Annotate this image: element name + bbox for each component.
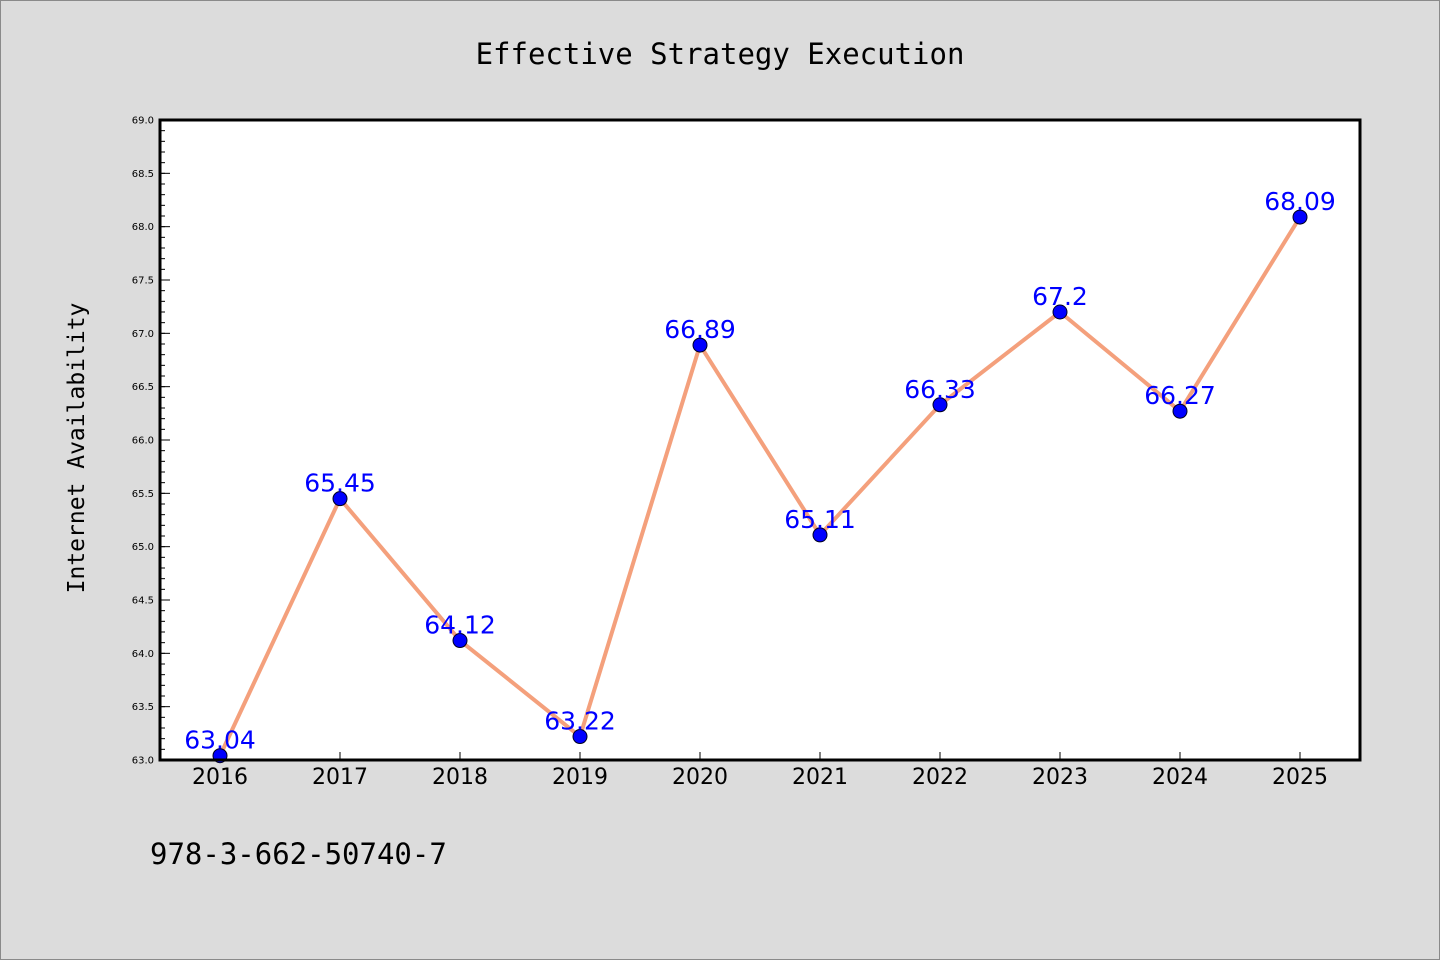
x-tick-label: 2025 bbox=[1272, 765, 1328, 790]
y-tick-label: 68.0 bbox=[132, 222, 154, 233]
footnote-isbn: 978-3-662-50740-7 bbox=[150, 837, 447, 871]
x-tick-label: 2019 bbox=[552, 765, 608, 790]
data-point-marker bbox=[1292, 209, 1308, 225]
plot-border bbox=[158, 118, 1362, 762]
x-tick-label: 2016 bbox=[192, 765, 248, 790]
y-tick-label: 68.5 bbox=[132, 169, 154, 180]
data-point-marker bbox=[452, 633, 468, 649]
series-lines bbox=[218, 215, 1302, 758]
x-tick-label: 2018 bbox=[432, 765, 488, 790]
y-tick-label: 64.5 bbox=[132, 596, 154, 607]
y-tick-label: 67.5 bbox=[132, 276, 154, 287]
data-label: 65.11 bbox=[784, 505, 856, 534]
data-label: 64.12 bbox=[424, 611, 496, 640]
y-tick-label: 65.0 bbox=[132, 542, 154, 553]
data-label: 63.04 bbox=[184, 726, 256, 755]
data-point-marker bbox=[812, 527, 828, 543]
data-point-marker bbox=[692, 337, 708, 353]
x-tick-label: 2021 bbox=[792, 765, 848, 790]
data-label: 67.2 bbox=[1032, 282, 1088, 311]
y-tick-label: 66.5 bbox=[132, 382, 154, 393]
y-tick-label: 66.0 bbox=[132, 436, 154, 447]
chart-title: Effective Strategy Execution bbox=[476, 37, 965, 71]
y-tick-label: 63.0 bbox=[132, 756, 154, 767]
y-tick-label: 64.0 bbox=[132, 649, 154, 660]
y-tick-label: 65.5 bbox=[132, 489, 154, 500]
data-point-marker bbox=[332, 491, 348, 507]
data-point-marker bbox=[1172, 403, 1188, 419]
y-tick-label: 63.5 bbox=[132, 702, 154, 713]
x-tick-label: 2020 bbox=[672, 765, 728, 790]
x-tick-label: 2024 bbox=[1152, 765, 1208, 790]
data-label: 65.45 bbox=[304, 469, 376, 498]
y-axis-label: Internet Availability bbox=[64, 303, 90, 594]
data-label: 66.27 bbox=[1144, 381, 1216, 410]
x-tick-label: 2022 bbox=[912, 765, 968, 790]
x-axis-ticks: 2016 2017 2018 2019 2020 2021 2022 2023 2024 2025 bbox=[192, 752, 1328, 790]
data-label: 66.89 bbox=[664, 315, 736, 344]
data-labels: 63.04 65.45 64.12 63.22 66.89 65.11 66.33 67.2 6… bbox=[184, 187, 1336, 755]
y-tick-label: 67.0 bbox=[132, 329, 154, 340]
data-label: 66.33 bbox=[904, 375, 976, 404]
x-tick-label: 2023 bbox=[1032, 765, 1088, 790]
data-label: 63.22 bbox=[544, 707, 616, 736]
data-point-marker bbox=[932, 397, 948, 413]
data-label: 68.09 bbox=[1264, 187, 1336, 216]
data-markers bbox=[212, 209, 1308, 764]
x-tick-label: 2017 bbox=[312, 765, 368, 790]
data-point-marker bbox=[1052, 304, 1068, 320]
y-tick-label: 69.0 bbox=[132, 116, 154, 127]
data-point-marker bbox=[572, 729, 588, 745]
series-line bbox=[218, 215, 1302, 758]
